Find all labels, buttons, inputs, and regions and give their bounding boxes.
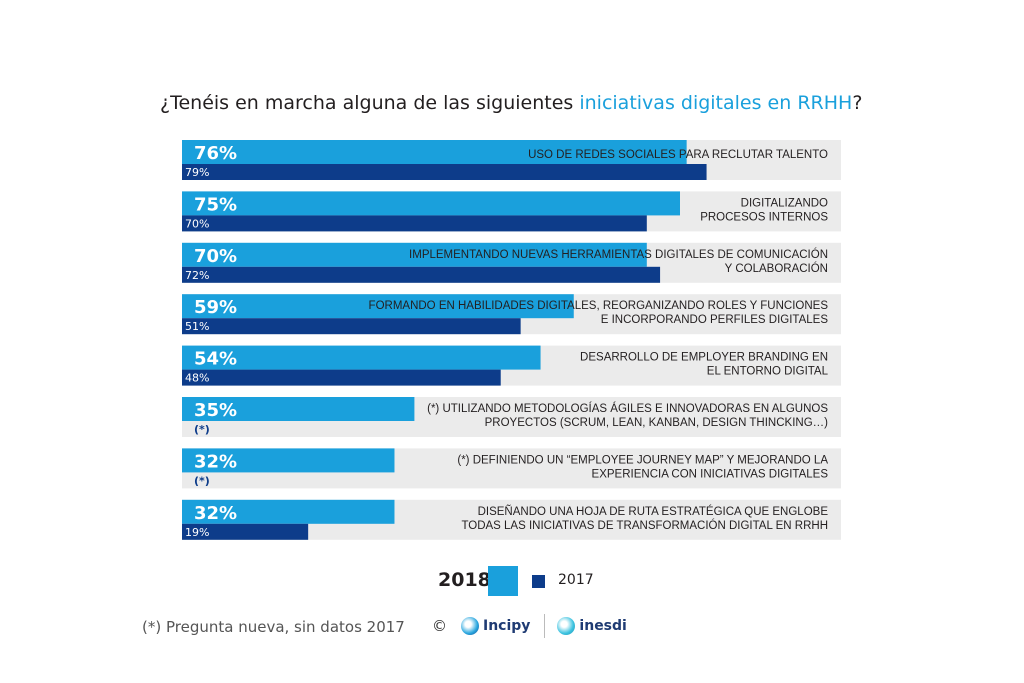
bar-chart: 76% 79% USO DE REDES SOCIALES PARA RECLUTA… xyxy=(182,140,841,540)
copyright-icon: © xyxy=(432,617,447,635)
category-label: (*) DEFINIENDO UN “EMPLOYEE JOURNEY MAP”… xyxy=(457,454,828,466)
legend-label-2017: 2017 xyxy=(558,572,594,588)
incipy-logo-text: Incipy xyxy=(483,618,531,634)
data-label-2017: 51% xyxy=(185,320,209,333)
bar-2018 xyxy=(182,397,415,421)
bar-2017 xyxy=(182,215,647,232)
incipy-logo-icon xyxy=(461,617,479,635)
category-label: (*) UTILIZANDO METODOLOGÍAS ÁGILES E INN… xyxy=(427,402,828,415)
inesdi-logo: inesdi xyxy=(557,617,627,635)
data-label-2017: 70% xyxy=(185,217,209,230)
legend-swatch-2017 xyxy=(532,575,545,588)
bar-2017 xyxy=(182,318,521,335)
bar-2018 xyxy=(182,499,395,524)
bar-2018 xyxy=(182,448,395,473)
title-suffix: ? xyxy=(852,92,863,114)
data-label-2018: 75% xyxy=(194,194,237,215)
bar-2017 xyxy=(182,369,501,386)
category-label: EXPERIENCIA CON INICIATIVAS DIGITALES xyxy=(592,468,829,480)
incipy-logo: Incipy xyxy=(461,617,530,635)
category-label: EL ENTORNO DIGITAL xyxy=(707,366,829,378)
data-label-2018: 70% xyxy=(194,246,237,267)
inesdi-logo-text: inesdi xyxy=(579,618,627,634)
data-label-2017: 19% xyxy=(185,526,209,539)
category-label: IMPLEMENTANDO NUEVAS HERRAMIENTAS DIGITA… xyxy=(409,248,828,261)
logo-divider xyxy=(544,614,546,638)
data-label-2018: 76% xyxy=(194,143,237,164)
category-label: DESARROLLO DE EMPLOYER BRANDING EN xyxy=(580,352,828,364)
logos: © Incipy inesdi xyxy=(432,612,641,640)
data-label-2018: 35% xyxy=(194,400,237,421)
data-label-2018: 59% xyxy=(194,297,237,318)
legend-label-2018: 2018 xyxy=(438,569,491,591)
data-label-2017: (*) xyxy=(194,474,210,487)
data-label-2017: (*) xyxy=(194,423,210,436)
category-label: PROCESOS INTERNOS xyxy=(700,211,828,223)
data-label-2018: 32% xyxy=(194,503,237,524)
chart-title: ¿Tenéis en marcha alguna de las siguient… xyxy=(160,92,862,114)
bar-2017 xyxy=(182,266,661,283)
category-label: DISEÑANDO UNA HOJA DE RUTA ESTRATÉGICA Q… xyxy=(478,505,829,518)
data-label-2017: 48% xyxy=(185,372,209,385)
category-label: E INCORPORANDO PERFILES DIGITALES xyxy=(601,314,829,326)
bar-2018 xyxy=(182,191,680,216)
data-label-2017: 79% xyxy=(185,166,209,179)
bar-2018 xyxy=(182,242,647,267)
data-label-2018: 32% xyxy=(194,451,237,472)
title-prefix: ¿Tenéis en marcha alguna de las siguient… xyxy=(160,92,580,114)
category-label: Y COLABORACIÓN xyxy=(725,262,828,275)
legend-swatch-2018 xyxy=(488,566,518,596)
category-label: FORMANDO EN HABILIDADES DIGITALES, REORG… xyxy=(369,300,829,312)
bar-2018 xyxy=(182,140,687,164)
category-label: DIGITALIZANDO xyxy=(741,197,828,209)
title-highlight: iniciativas digitales en RRHH xyxy=(579,92,853,114)
data-label-2017: 72% xyxy=(185,269,209,282)
category-label: TODAS LAS INICIATIVAS DE TRANSFORMACIÓN … xyxy=(461,519,828,532)
inesdi-logo-icon xyxy=(557,617,576,635)
bar-2017 xyxy=(182,523,309,540)
bar-2018 xyxy=(182,294,574,319)
category-label: USO DE REDES SOCIALES PARA RECLUTAR TALE… xyxy=(528,149,828,161)
bar-2018 xyxy=(182,345,541,370)
bar-2017 xyxy=(182,164,707,180)
data-label-2018: 54% xyxy=(194,349,237,370)
category-label: PROYECTOS (SCRUM, LEAN, KANBAN, DESIGN T… xyxy=(485,417,829,429)
footnote: (*) Pregunta nueva, sin datos 2017 xyxy=(142,618,405,636)
